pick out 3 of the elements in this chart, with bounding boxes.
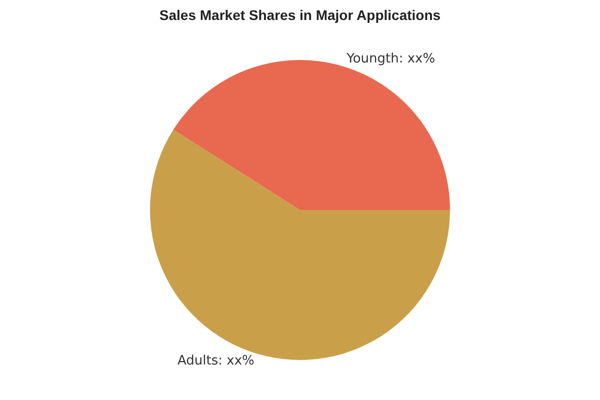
slice-label: Youngth: xx% bbox=[346, 52, 436, 67]
chart-title: Sales Market Shares in Major Applications bbox=[159, 6, 441, 23]
slice-label: Adults: xx% bbox=[178, 353, 254, 368]
